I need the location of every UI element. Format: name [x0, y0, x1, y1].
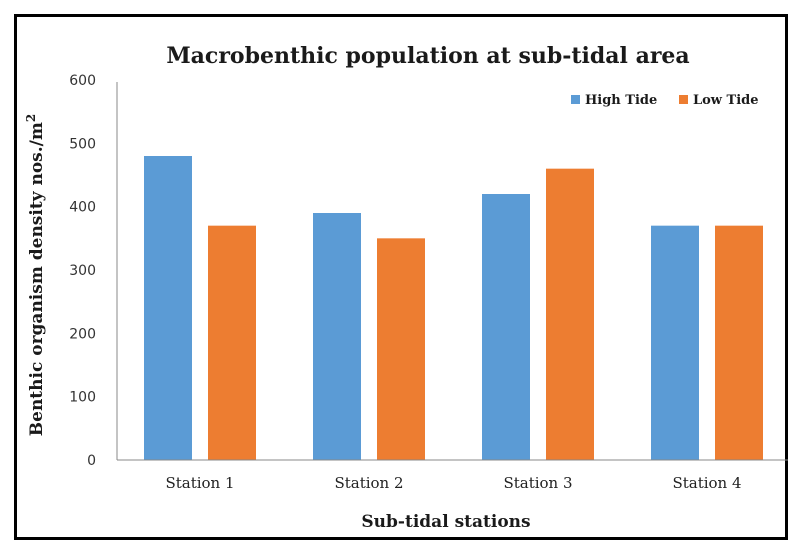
bar-high-tide-station-3 — [482, 194, 530, 460]
y-axis-title-superscript: 2 — [24, 114, 38, 122]
legend-label-low-tide: Low Tide — [693, 93, 759, 108]
legend: High Tide Low Tide — [571, 93, 759, 108]
x-tick-label: Station 3 — [503, 474, 572, 492]
x-tick-label: Station 1 — [165, 474, 234, 492]
x-tick-label: Station 2 — [334, 474, 403, 492]
y-axis-title-text: Benthic organism density nos./m — [27, 122, 47, 436]
bar-high-tide-station-2 — [313, 213, 361, 460]
x-axis-ticks: Station 1 Station 2 Station 3 Station 4 — [165, 474, 741, 492]
y-tick-label: 0 — [87, 453, 96, 469]
y-axis-title: Benthic organism density nos./m2 — [24, 114, 47, 436]
y-tick-label: 100 — [69, 390, 96, 406]
x-tick-label: Station 4 — [672, 474, 741, 492]
bar-low-tide-station-1 — [208, 225, 256, 460]
y-tick-label: 500 — [69, 136, 96, 152]
y-tick-label: 600 — [69, 73, 96, 89]
bar-high-tide-station-4 — [651, 225, 699, 460]
y-tick-label: 200 — [69, 326, 96, 342]
x-axis-title: Sub-tidal stations — [361, 512, 530, 532]
bar-low-tide-station-2 — [377, 238, 425, 460]
bars — [144, 156, 763, 460]
legend-swatch-high-tide — [571, 95, 580, 104]
legend-swatch-low-tide — [679, 95, 688, 104]
y-tick-label: 400 — [69, 200, 96, 216]
bar-low-tide-station-3 — [546, 168, 594, 460]
y-tick-label: 300 — [69, 263, 96, 279]
bar-low-tide-station-4 — [715, 225, 763, 460]
y-axis-ticks: 0 100 200 300 400 500 600 — [69, 73, 96, 469]
chart-title: Macrobenthic population at sub-tidal are… — [166, 43, 689, 69]
legend-label-high-tide: High Tide — [585, 93, 657, 108]
bar-high-tide-station-1 — [144, 156, 192, 460]
